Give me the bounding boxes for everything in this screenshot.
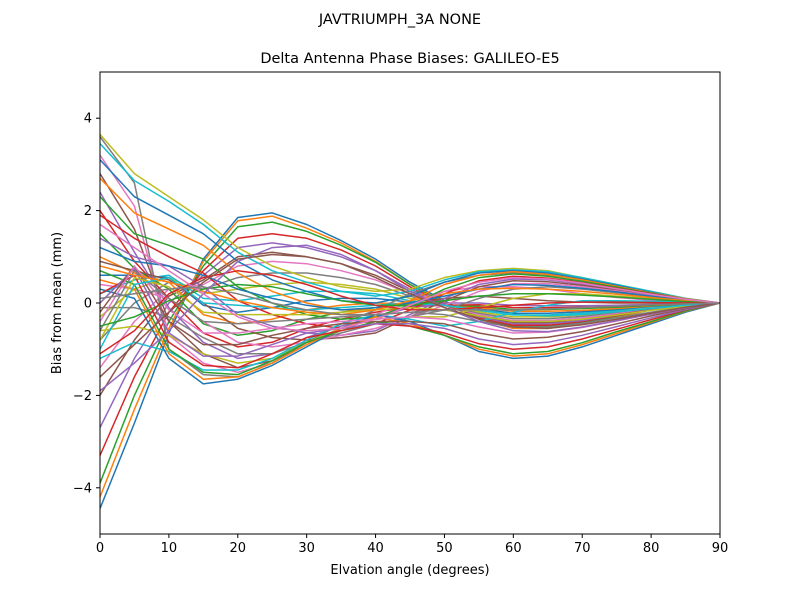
series-line-46: [100, 253, 720, 378]
series-line-30: [100, 299, 720, 371]
y-tick-label: 2: [84, 204, 92, 219]
series-line-12: [100, 256, 720, 325]
y-tick-label: −4: [73, 481, 92, 496]
x-axis-ticks: 0 10 20 30 40 50 60 70 80 90: [96, 534, 728, 556]
x-tick-label: 60: [505, 541, 522, 556]
y-tick-label: 0: [84, 297, 92, 312]
x-tick-label: 90: [712, 541, 729, 556]
y-axis-ticks: −4 −2 0 2 4: [73, 112, 100, 496]
chart-title: Delta Antenna Phase Biases: GALILEO-E5: [260, 51, 559, 67]
x-tick-label: 70: [574, 541, 591, 556]
x-tick-label: 30: [298, 541, 315, 556]
series-line-34: [100, 274, 720, 369]
series-line-41: [100, 246, 720, 311]
series-lines: [100, 133, 720, 509]
x-tick-label: 10: [161, 541, 178, 556]
x-tick-label: 50: [436, 541, 453, 556]
y-tick-label: −2: [73, 389, 92, 404]
x-tick-label: 80: [643, 541, 660, 556]
series-line-44: [100, 269, 720, 355]
y-axis-label: Bias from mean (mm): [50, 232, 65, 374]
series-line-11: [100, 274, 720, 314]
x-tick-label: 40: [367, 541, 384, 556]
series-line-42: [100, 265, 720, 316]
x-axis-label: Elvation angle (degrees): [330, 563, 489, 578]
series-line-47: [100, 223, 720, 332]
series-line-35: [100, 267, 720, 357]
x-tick-label: 0: [96, 541, 104, 556]
chart-suptitle: JAVTRIUMPH_3A NONE: [318, 12, 481, 28]
y-tick-label: 4: [84, 112, 92, 127]
x-tick-label: 20: [230, 541, 247, 556]
series-line-48: [100, 286, 720, 316]
series-line-21: [100, 159, 720, 304]
series-line-39: [100, 276, 720, 341]
series-line-36: [100, 265, 720, 346]
